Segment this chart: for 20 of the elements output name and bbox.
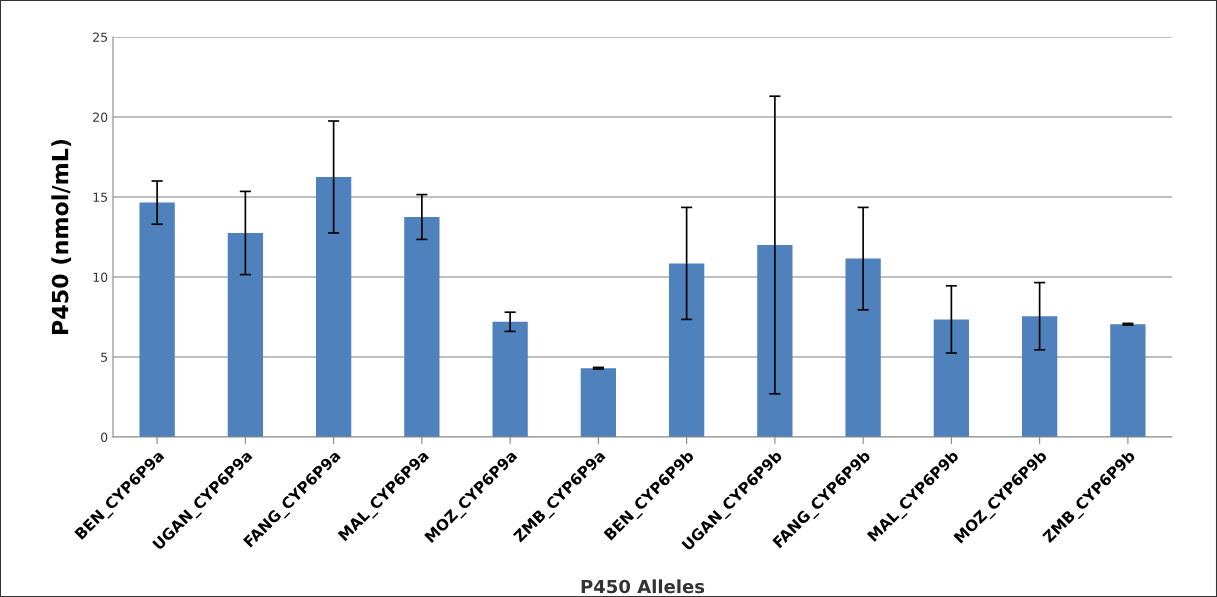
bar — [668, 263, 705, 437]
y-tick-label: 20 — [93, 112, 108, 122]
bar — [492, 321, 528, 437]
bar — [580, 368, 617, 437]
bar — [1021, 316, 1058, 437]
bar — [757, 245, 793, 437]
bar — [139, 202, 175, 437]
bar — [933, 319, 970, 437]
y-tick-label: 15 — [93, 192, 108, 202]
y-axis-title: P450 (nmol/mL) — [51, 139, 72, 334]
y-tick-label: 10 — [93, 272, 108, 282]
bar — [227, 233, 264, 437]
y-tick-label: 5 — [101, 352, 108, 362]
x-axis-title: P450 Alleles — [581, 579, 705, 594]
bar — [315, 177, 352, 437]
bar — [1110, 324, 1146, 437]
y-tick-label: 25 — [93, 32, 108, 42]
y-tick-label: 0 — [101, 432, 108, 442]
bar — [845, 258, 881, 437]
bar — [404, 217, 440, 437]
